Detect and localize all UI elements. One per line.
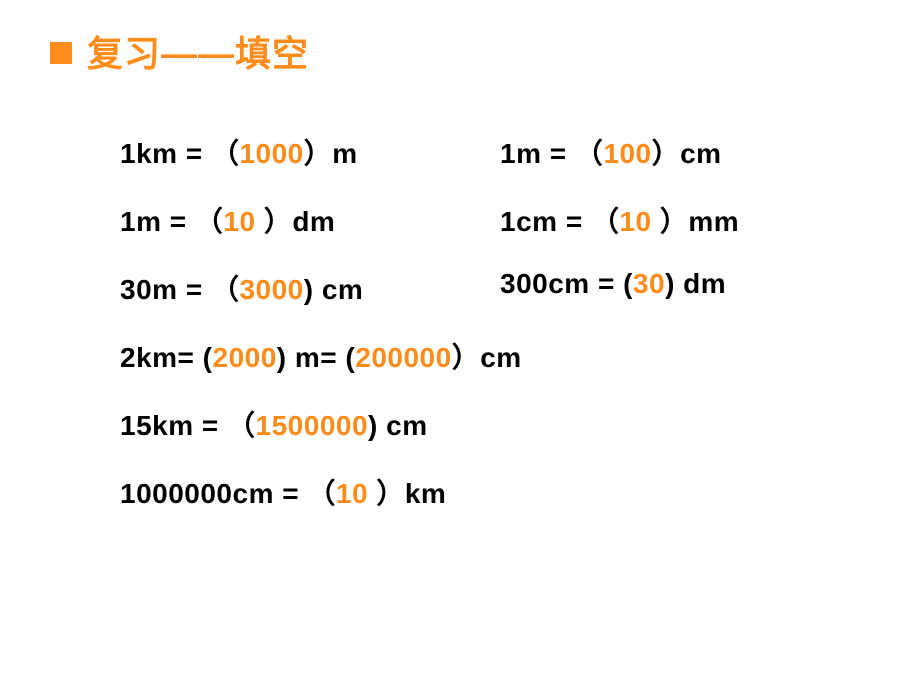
row: 1km = （1000）m 1m = （100）cm bbox=[120, 132, 870, 172]
equation-answer: 100 bbox=[603, 138, 651, 169]
equation-answer: 3000 bbox=[239, 274, 303, 305]
content-area: 1km = （1000）m 1m = （100）cm 1m = （10 ）dm … bbox=[50, 132, 870, 512]
equation-suffix: ）dm bbox=[256, 206, 336, 237]
equation: 1km = （1000）m bbox=[120, 132, 500, 172]
slide-header: 复习——填空 bbox=[50, 25, 870, 77]
equation: 1000000cm = （10 ）km bbox=[120, 472, 446, 512]
equation-prefix: 30m = （ bbox=[120, 274, 239, 305]
equation-answer: 200000 bbox=[355, 342, 451, 373]
equation-suffix: ) cm bbox=[304, 274, 364, 305]
equation-suffix: ）km bbox=[368, 478, 446, 509]
slide-container: 复习——填空 1km = （1000）m 1m = （100）cm 1m = （… bbox=[0, 0, 920, 690]
equation-answer: 1500000 bbox=[256, 410, 369, 441]
equation-prefix: 15km = （ bbox=[120, 410, 256, 441]
equation-prefix: 1km = （ bbox=[120, 138, 239, 169]
equation: 1m = （10 ）dm bbox=[120, 200, 500, 240]
equation-prefix: 2km= ( bbox=[120, 342, 213, 373]
row: 2km= (2000) m= (200000）cm bbox=[120, 336, 870, 376]
equation-suffix: ）m bbox=[304, 138, 358, 169]
equation: 30m = （3000) cm bbox=[120, 268, 500, 308]
equation: 15km = （1500000) cm bbox=[120, 404, 428, 444]
row: 1000000cm = （10 ）km bbox=[120, 472, 870, 512]
equation: 2km= (2000) m= (200000）cm bbox=[120, 336, 522, 376]
equation-answer: 10 bbox=[223, 206, 255, 237]
equation-suffix: ) dm bbox=[665, 268, 726, 299]
equation-suffix: ) cm bbox=[368, 410, 428, 441]
slide-title: 复习——填空 bbox=[87, 25, 309, 77]
equation-suffix: ）mm bbox=[652, 206, 740, 237]
equation: 1m = （100）cm bbox=[500, 132, 722, 172]
equation: 300cm = (30) dm bbox=[500, 268, 726, 308]
equation-answer: 1000 bbox=[239, 138, 303, 169]
equation-prefix: 300cm = ( bbox=[500, 268, 633, 299]
equation-suffix: ）cm bbox=[452, 342, 522, 373]
bullet-square-icon bbox=[50, 42, 72, 64]
row: 1m = （10 ）dm 1cm = （10 ）mm bbox=[120, 200, 870, 240]
equation-answer: 10 bbox=[336, 478, 368, 509]
equation-prefix: 1m = （ bbox=[120, 206, 223, 237]
equation-prefix: 1m = （ bbox=[500, 138, 603, 169]
row: 30m = （3000) cm 300cm = (30) dm bbox=[120, 268, 870, 308]
equation-answer: 10 bbox=[619, 206, 651, 237]
equation-prefix: 1000000cm = （ bbox=[120, 478, 336, 509]
equation-prefix: 1cm = （ bbox=[500, 206, 619, 237]
equation-answer: 30 bbox=[633, 268, 665, 299]
equation-suffix: ）cm bbox=[652, 138, 722, 169]
equation-answer: 2000 bbox=[213, 342, 277, 373]
row: 15km = （1500000) cm bbox=[120, 404, 870, 444]
equation: 1cm = （10 ）mm bbox=[500, 200, 739, 240]
equation-mid: ) m= ( bbox=[277, 342, 355, 373]
